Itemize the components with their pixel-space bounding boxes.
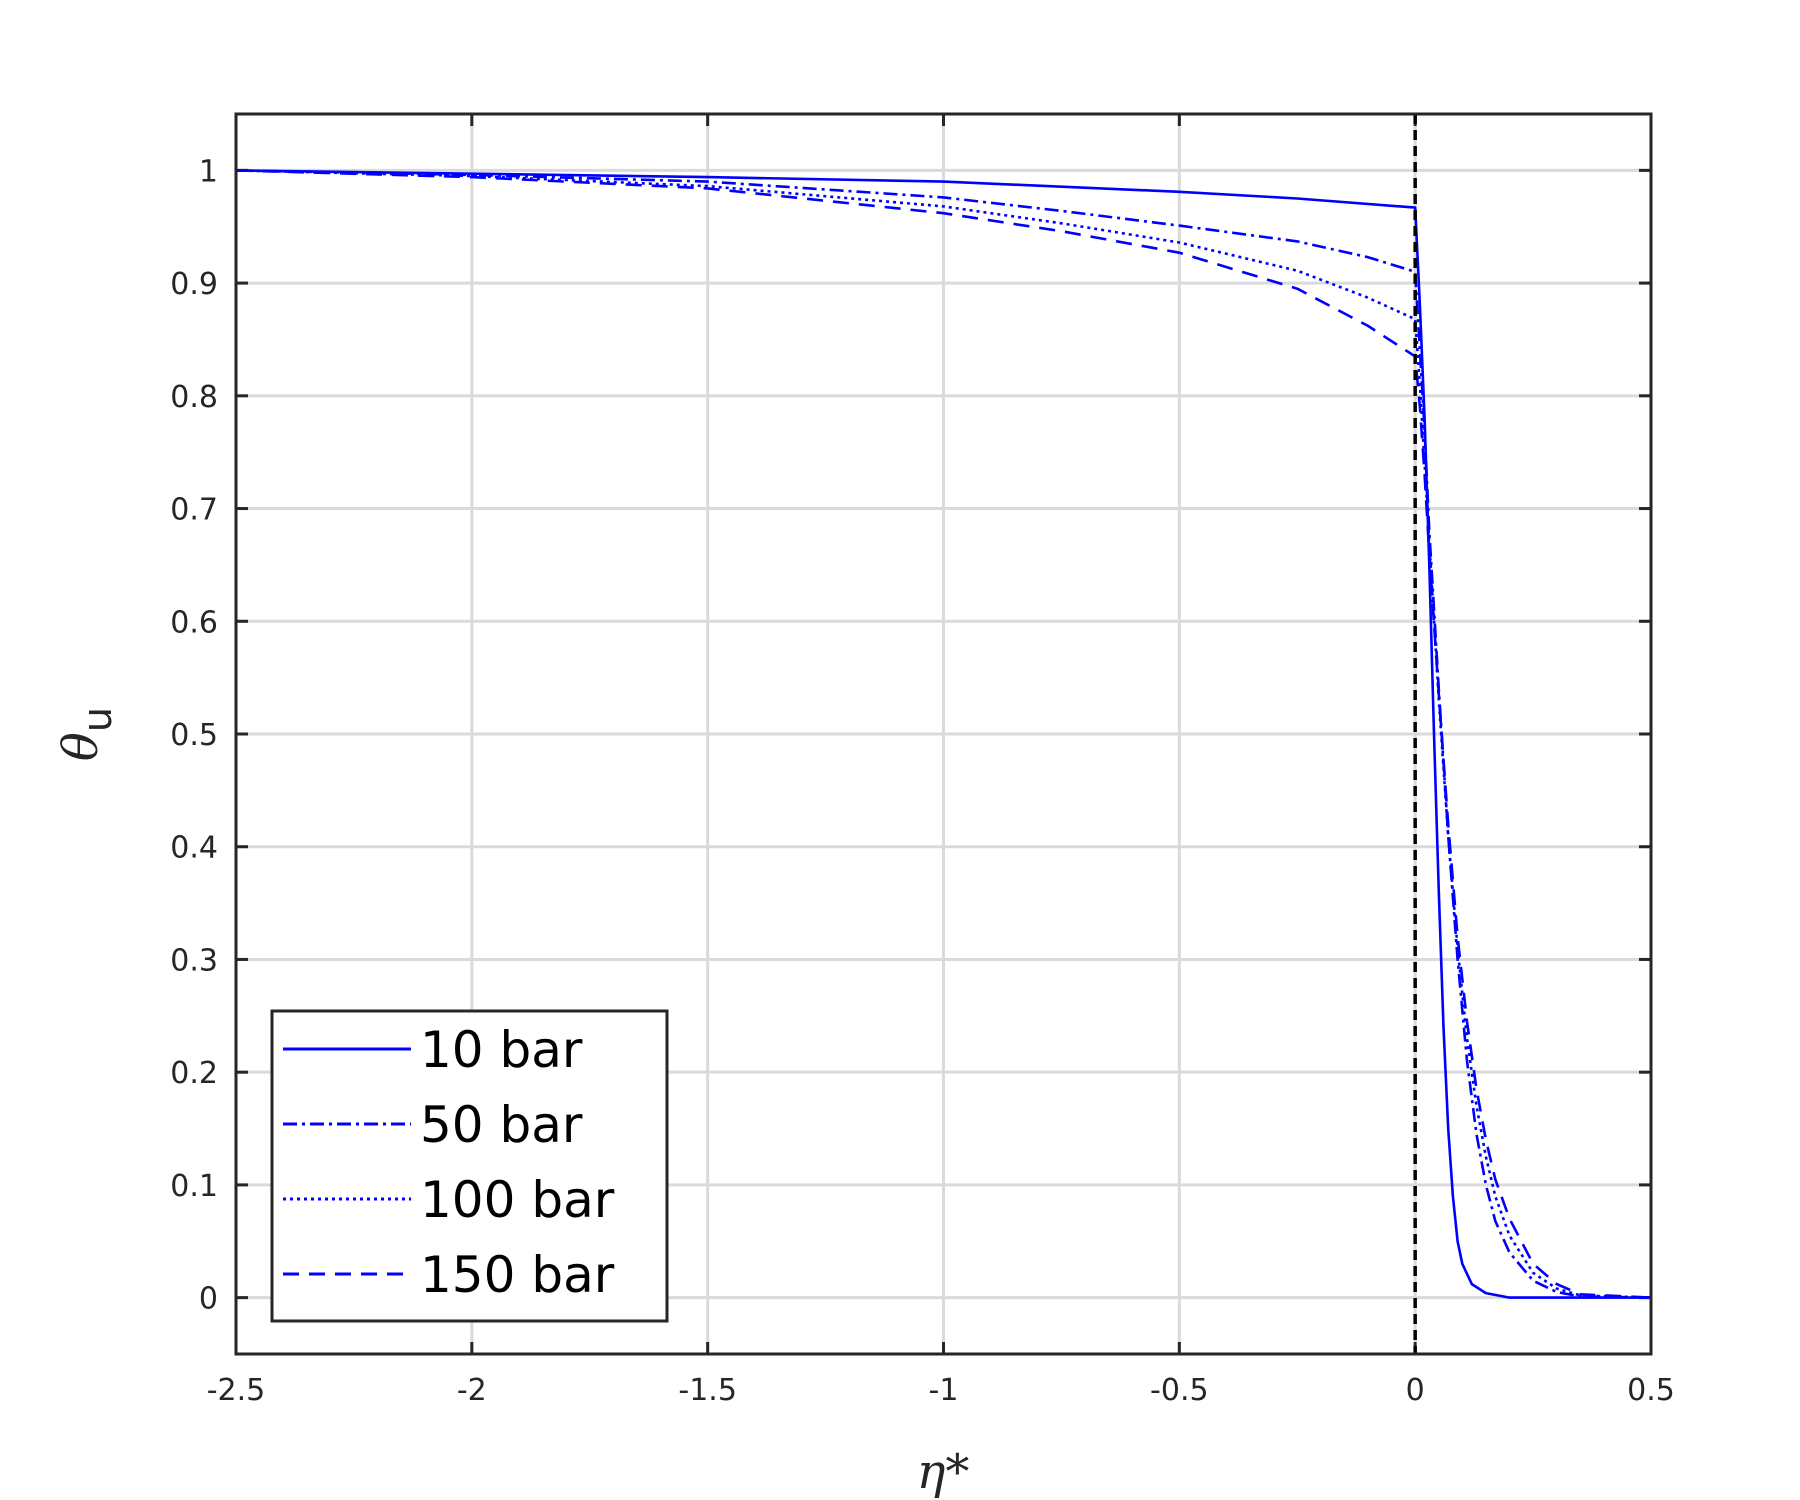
legend-label: 50 bar	[420, 1096, 583, 1154]
x-tick-label: 0.5	[1627, 1373, 1675, 1408]
x-tick-label: 0	[1406, 1373, 1425, 1408]
y-tick-label: 0	[199, 1282, 218, 1317]
y-tick-label: 0.7	[170, 493, 218, 528]
y-axis-label: θu	[53, 707, 121, 761]
y-tick-label: 0.3	[170, 943, 218, 978]
series-line-2	[235, 169, 1652, 1299]
legend-box	[270, 1009, 669, 1323]
x-tick-label: -1	[929, 1373, 959, 1408]
x-tick-label: -2.5	[207, 1373, 266, 1408]
y-tick-label: 0.5	[170, 718, 218, 753]
x-axis-label: η*	[917, 1444, 970, 1500]
y-tick-label: 0.9	[170, 267, 218, 302]
svg-text:θu: θu	[53, 707, 121, 761]
tick-labels: -2.5 -2 -1.5 -1 -0.5 0 0.5 0 0.1 0.2 0.3 0.4 0.5 0.6 0…	[170, 154, 1675, 1408]
y-tick-label: 1	[199, 154, 218, 189]
legend-label: 10 bar	[420, 1021, 583, 1079]
y-tick-label: 0.6	[170, 605, 218, 640]
x-tick-label: -0.5	[1150, 1373, 1209, 1408]
plot-frame	[234, 112, 1653, 1356]
y-tick-label: 0.8	[170, 380, 218, 415]
y-axis-label-symbol: θ	[53, 732, 109, 761]
x-tick-label: -1.5	[678, 1373, 737, 1408]
y-tick-label: 0.2	[170, 1056, 218, 1091]
legend: 10 bar 50 bar 100 bar 150 bar	[270, 1009, 669, 1323]
legend-label: 150 bar	[420, 1246, 615, 1304]
series-line-0	[235, 169, 1651, 1299]
x-tick-label: -2	[457, 1373, 487, 1408]
legend-label: 100 bar	[420, 1171, 615, 1229]
y-tick-label: 0.4	[170, 831, 218, 866]
series-line-3	[235, 169, 1652, 1299]
series-layer	[235, 169, 1652, 1299]
y-axis-label-subscript: u	[75, 707, 121, 732]
y-tick-label: 0.1	[170, 1169, 218, 1204]
